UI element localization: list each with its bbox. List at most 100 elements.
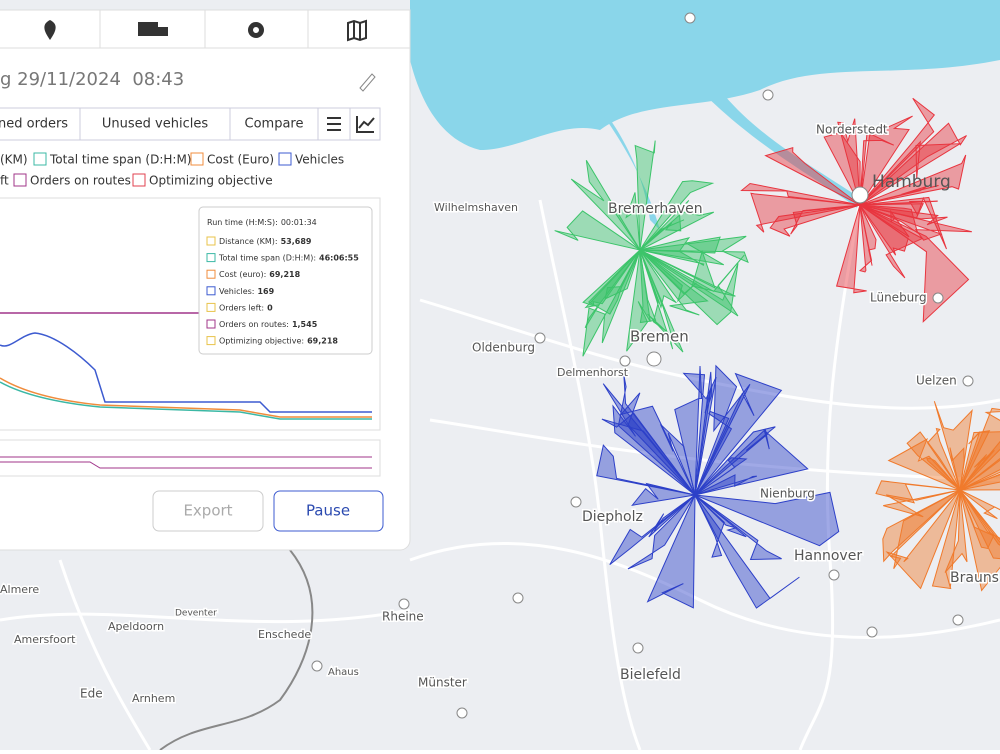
route bbox=[694, 426, 776, 496]
map-label: Ede bbox=[80, 687, 103, 701]
tooltip-line: Cost (euro): 69,218 bbox=[219, 270, 301, 279]
tooltip-swatch bbox=[206, 286, 216, 296]
route bbox=[740, 182, 861, 206]
route bbox=[617, 375, 696, 496]
tooltip-label: Orders on routes: bbox=[219, 320, 289, 329]
tooltip-swatch bbox=[206, 253, 216, 263]
route bbox=[859, 97, 936, 206]
checkbox[interactable] bbox=[278, 152, 292, 166]
map-label: Hannover bbox=[794, 548, 862, 564]
route bbox=[639, 249, 739, 326]
route bbox=[582, 249, 641, 307]
chart-icon bbox=[356, 116, 375, 133]
sea bbox=[0, 0, 1000, 150]
map-label: Delmenhorst bbox=[557, 366, 629, 379]
tooltip-line: Distance (KM): 53,689 bbox=[219, 237, 312, 246]
route bbox=[626, 249, 651, 352]
tooltip-line: Run time (H:M:S): 00:01:34 bbox=[207, 218, 317, 227]
route bbox=[694, 494, 800, 609]
route bbox=[859, 204, 972, 241]
route bbox=[694, 494, 725, 558]
tooltip-line: Orders left: 0 bbox=[219, 303, 273, 312]
map-label: Bielefeld bbox=[620, 667, 681, 683]
edit-icon[interactable] bbox=[359, 73, 376, 92]
mini-chart bbox=[0, 439, 381, 477]
route bbox=[694, 491, 840, 547]
route bbox=[790, 204, 861, 235]
tab[interactable] bbox=[0, 107, 81, 141]
route bbox=[634, 140, 656, 251]
checkbox[interactable] bbox=[190, 152, 204, 166]
map-label: Apeldoorn bbox=[108, 620, 164, 633]
legend-label: (KM) bbox=[0, 153, 28, 167]
route bbox=[959, 457, 1000, 491]
route bbox=[859, 140, 962, 206]
tooltip-label: Total time span (D:H:M): bbox=[218, 253, 316, 262]
route bbox=[931, 489, 961, 590]
route bbox=[764, 147, 861, 206]
route bbox=[639, 249, 684, 353]
route bbox=[631, 482, 696, 506]
route bbox=[587, 249, 641, 315]
checkbox[interactable] bbox=[13, 173, 27, 187]
tooltip-swatch bbox=[206, 269, 216, 279]
route bbox=[601, 412, 696, 496]
route bbox=[639, 200, 715, 251]
route bbox=[959, 489, 1000, 592]
map-label: Nienburg bbox=[760, 487, 815, 501]
tooltip-value: 1,545 bbox=[292, 320, 318, 329]
route bbox=[639, 249, 677, 309]
route bbox=[639, 249, 697, 303]
tooltip-label: Orders left: bbox=[219, 303, 264, 312]
tooltip-label: Cost (euro): bbox=[219, 270, 266, 279]
map-label: Ahaus bbox=[328, 667, 359, 678]
checkbox[interactable] bbox=[33, 152, 47, 166]
route bbox=[694, 410, 733, 496]
legend-label: Cost (Euro) bbox=[207, 153, 274, 167]
route bbox=[885, 489, 961, 590]
tooltip-swatch bbox=[206, 336, 216, 346]
tab[interactable] bbox=[229, 107, 319, 141]
route bbox=[883, 489, 961, 518]
route bbox=[609, 494, 696, 566]
checkbox[interactable] bbox=[132, 173, 146, 187]
route bbox=[584, 249, 641, 329]
tooltip-label: Optimizing objective: bbox=[219, 336, 304, 345]
route bbox=[959, 489, 1000, 546]
truck-icon bbox=[138, 22, 158, 36]
map-label: Bremen bbox=[630, 328, 689, 346]
export-button[interactable] bbox=[152, 490, 264, 532]
map-label: Münster bbox=[418, 676, 467, 690]
route bbox=[639, 180, 715, 251]
route bbox=[944, 489, 968, 573]
route bbox=[639, 236, 725, 266]
tooltip-value: 169 bbox=[257, 286, 274, 295]
tab[interactable] bbox=[79, 107, 231, 141]
legend-label: Orders on routes bbox=[30, 174, 131, 188]
tooltip-value: 00:01:34 bbox=[281, 218, 317, 227]
route-clusters bbox=[554, 97, 1000, 609]
map-label: Lüneburg bbox=[870, 291, 927, 305]
route bbox=[859, 185, 939, 206]
route bbox=[959, 430, 991, 491]
mini-lines bbox=[0, 456, 372, 469]
tooltip-line: Orders on routes: 1,545 bbox=[219, 320, 318, 329]
route bbox=[959, 474, 1000, 491]
route bbox=[859, 200, 938, 217]
pause-button[interactable] bbox=[273, 490, 384, 532]
route bbox=[619, 392, 696, 496]
tooltip-label: Run time (H:M:S): bbox=[207, 218, 278, 227]
tooltip-content: Run time (H:M:S): 00:01:34 Distance (KM): 5… bbox=[206, 218, 359, 346]
route bbox=[639, 249, 745, 317]
route bbox=[554, 210, 641, 251]
route bbox=[926, 427, 961, 491]
route bbox=[859, 122, 967, 206]
route bbox=[875, 480, 961, 504]
truck-icon bbox=[158, 27, 168, 36]
legend-label: Total time span (D:H:M) bbox=[49, 153, 191, 167]
route bbox=[859, 154, 967, 206]
route bbox=[959, 431, 1000, 492]
route bbox=[627, 494, 696, 570]
map-label: Bremerhaven bbox=[608, 201, 703, 217]
